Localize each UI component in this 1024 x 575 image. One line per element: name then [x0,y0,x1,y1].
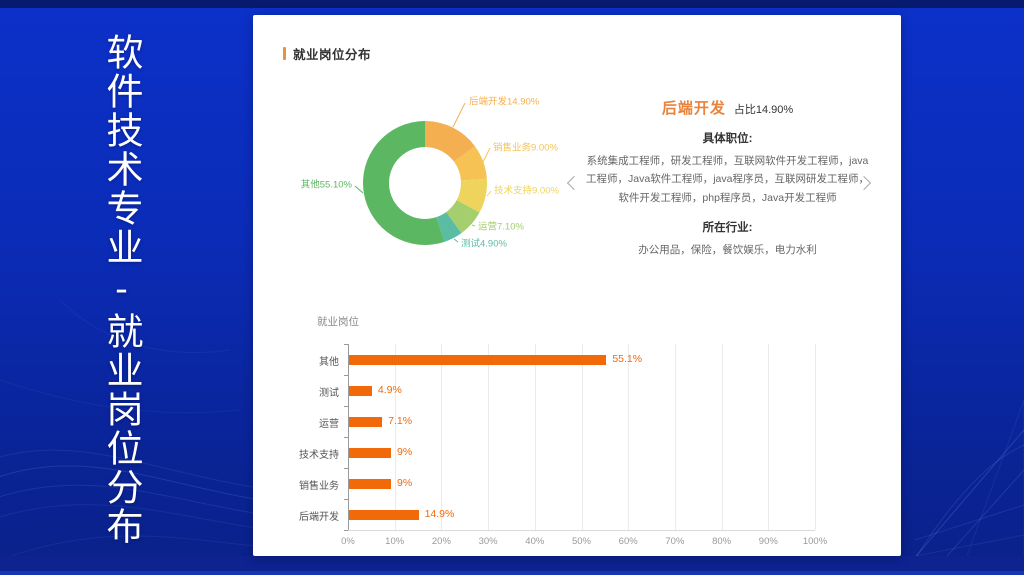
panel-title: 就业岗位分布 [293,48,372,62]
x-axis-tick-label: 20% [431,536,451,547]
top-edge-strip [0,0,1024,8]
x-axis-tick-label: 80% [712,536,732,547]
bar-category-label: 技术支持 [299,450,339,461]
positions-heading: 具体职位: [702,133,753,145]
x-axis-tick-label: 30% [478,536,498,547]
y-axis-tick [344,530,348,531]
grid-line [581,344,583,530]
bar-运营[interactable] [349,416,383,427]
x-axis-tick-label: 40% [525,536,545,547]
detail-title: 后端开发 [661,100,726,117]
bar-value-label: 9% [397,445,413,458]
bar-category-label: 其他 [319,357,339,368]
donut-label-leader-line [453,238,459,243]
bar-chart: 0% 10% 20% 30% 40% 50% 60% 70% 80% 90% 100% 其他 55.1%… [253,15,901,556]
industries-heading: 所在行业: [702,222,753,235]
x-axis-tick-label: 50% [571,536,591,547]
y-axis-tick [344,499,348,500]
y-axis-tick [344,437,348,438]
bar-后端开发[interactable] [349,509,419,520]
bar-其他[interactable] [349,354,607,365]
bar-销售业务[interactable] [349,478,392,489]
bar-测试[interactable] [349,385,372,396]
y-axis-tick [344,468,348,469]
x-axis-tick-label: 90% [758,536,778,547]
bar-value-label: 4.9% [377,383,402,396]
bottom-edge-strip [0,571,1024,575]
grid-line [628,344,630,530]
donut-slice-测试[interactable] [436,212,462,242]
bar-chart-title: 就业岗位 [317,316,359,328]
content-panel: 就业岗位分布 后端开发14.90% 销售业务9.00% 技术支持9.00% 运营7.1… [253,15,901,556]
x-axis-line [348,530,815,531]
header-accent-bar [283,47,286,60]
donut-slice-运营[interactable] [446,200,480,234]
donut-slice-后端开发[interactable] [425,121,475,162]
panel-header: 就业岗位分布 [283,44,371,63]
donut-label-leader-line [486,190,492,197]
donut-slice-label: 销售业务9.00% [493,142,558,154]
donut-label-leader-line [482,147,491,163]
x-axis-tick-label: 0% [341,536,355,547]
bar-category-label: 后端开发 [299,512,339,523]
grid-line [394,344,396,530]
grid-line [534,344,536,530]
detail-title-row: 后端开发 占比14.90% [585,97,870,118]
y-axis-tick [344,375,348,376]
donut-label-leader-line [354,185,364,194]
donut-slice-label: 测试4.90% [461,238,507,250]
y-axis-tick [344,406,348,407]
bar-value-label: 55.1% [612,352,643,365]
grid-line [441,344,443,530]
donut-label-leader-line [452,102,466,128]
y-axis-tick [344,344,348,345]
bar-category-label: 测试 [319,388,339,399]
bottom-edge-band [0,556,1024,571]
x-axis-tick-label: 10% [385,536,405,547]
grid-line [721,344,723,530]
x-axis-tick-label: 60% [618,536,638,547]
donut-slice-label: 运营7.10% [478,221,524,233]
positions-list: 系统集成工程师，研发工程师，互联网软件开发工程师，java工程师，Java软件工… [586,155,869,204]
grid-line [768,344,770,530]
bar-value-label: 14.9% [424,507,455,520]
donut-slice-label: 后端开发14.90% [469,96,540,108]
grid-line [674,344,676,530]
detail-card: 后端开发 占比14.90% 具体职位: 系统集成工程师，研发工程师，互联网软件开… [585,97,870,260]
detail-share: 占比14.90% [733,104,794,116]
donut-slice-label: 其他55.10% [301,179,353,191]
donut-slice-销售业务[interactable] [453,146,487,181]
bar-category-label: 运营 [319,419,339,430]
bar-category-label: 销售业务 [299,481,339,492]
donut-chart: 后端开发14.90% 销售业务9.00% 技术支持9.00% 运营7.10% 测试4.9… [301,96,560,250]
donut-slice-label: 技术支持9.00% [494,185,559,197]
grid-line [488,344,490,530]
x-axis-tick-label: 70% [665,536,685,547]
bar-技术支持[interactable] [349,447,392,458]
bar-value-label: 7.1% [388,414,413,427]
industries-list: 办公用品，保险，餐饮娱乐，电力水利 [638,244,817,257]
bar-value-label: 9% [397,476,413,489]
donut-slice-技术支持[interactable] [456,178,487,213]
grid-line [348,344,349,530]
donut-slice-其他[interactable] [362,121,445,245]
x-axis-tick-label: 100% [802,536,828,547]
grid-line [815,344,816,530]
slide-title-vertical: 软件技术专业-就业岗位分布 [100,33,143,546]
donut-label-leader-line [471,224,476,227]
